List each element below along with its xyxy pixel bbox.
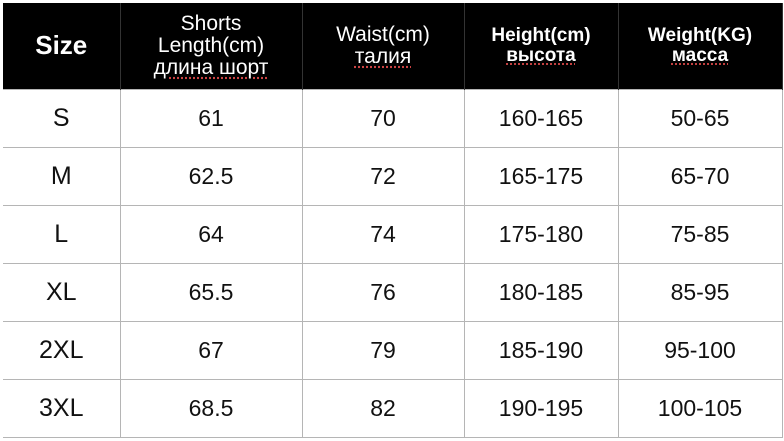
table-row: 2XL 67 79 185-190 95-100 (3, 321, 783, 380)
cell-shorts-length: 68.5 (119, 379, 303, 438)
header-text-ru: талия (354, 45, 412, 68)
cell-waist: 76 (301, 263, 465, 322)
header-size: Size (3, 3, 121, 90)
header-text: Shorts (180, 11, 242, 35)
cell-weight: 95-100 (617, 321, 783, 380)
header-row: Size Shorts Length(cm) длина шорт Waist(… (3, 3, 783, 90)
table-row: XL 65.5 76 180-185 85-95 (3, 263, 783, 322)
cell-size: M (3, 147, 121, 206)
cell-waist: 72 (301, 147, 465, 206)
table-row: L 64 74 175-180 75-85 (3, 205, 783, 264)
header-text: Height(cm) (491, 25, 591, 47)
cell-weight: 85-95 (617, 263, 783, 322)
cell-shorts-length: 65.5 (119, 263, 303, 322)
cell-size: 3XL (3, 379, 121, 438)
header-text: Waist(cm) (336, 22, 430, 46)
header-height: Height(cm) высота (464, 3, 619, 90)
header-text-ru: масса (671, 45, 729, 66)
cell-height: 175-180 (463, 205, 619, 264)
cell-weight: 50-65 (617, 89, 783, 148)
cell-size: S (3, 89, 121, 148)
cell-shorts-length: 62.5 (119, 147, 303, 206)
cell-size: L (3, 205, 121, 264)
cell-weight: 100-105 (617, 379, 783, 438)
table-row: S 61 70 160-165 50-65 (3, 89, 783, 148)
cell-size: XL (3, 263, 121, 322)
header-shorts-length: Shorts Length(cm) длина шорт (120, 3, 303, 90)
header-text-ru: длина шорт (153, 56, 269, 80)
cell-shorts-length: 61 (119, 89, 303, 148)
header-text: Weight(KG) (647, 25, 753, 47)
cell-height: 190-195 (463, 379, 619, 438)
header-text: Length(cm) (157, 33, 265, 57)
cell-height: 185-190 (463, 321, 619, 380)
cell-shorts-length: 67 (119, 321, 303, 380)
cell-waist: 74 (301, 205, 465, 264)
cell-waist: 82 (301, 379, 465, 438)
header-text: Size (35, 30, 88, 61)
cell-weight: 75-85 (617, 205, 783, 264)
cell-height: 180-185 (463, 263, 619, 322)
header-weight: Weight(KG) масса (618, 3, 783, 90)
cell-height: 160-165 (463, 89, 619, 148)
cell-shorts-length: 64 (119, 205, 303, 264)
table-row: M 62.5 72 165-175 65-70 (3, 147, 783, 206)
cell-waist: 79 (301, 321, 465, 380)
cell-weight: 65-70 (617, 147, 783, 206)
table-row: 3XL 68.5 82 190-195 100-105 (3, 379, 783, 438)
cell-height: 165-175 (463, 147, 619, 206)
size-chart-table: Size Shorts Length(cm) длина шорт Waist(… (3, 3, 783, 438)
cell-waist: 70 (301, 89, 465, 148)
header-text-ru: высота (506, 45, 576, 66)
cell-size: 2XL (3, 321, 121, 380)
header-waist: Waist(cm) талия (302, 3, 465, 90)
